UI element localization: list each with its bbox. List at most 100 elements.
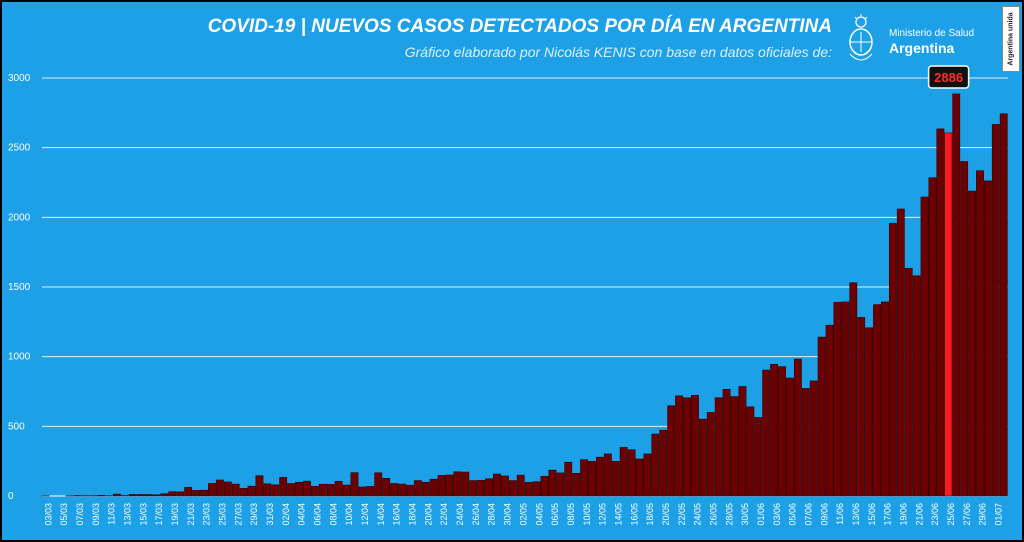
bar: [263, 483, 272, 497]
bar: [366, 486, 375, 497]
bar: [857, 317, 866, 497]
x-tick-label: 05/03: [59, 503, 69, 526]
bar: [231, 483, 240, 497]
x-tick-label: 16/05: [629, 503, 639, 526]
bar: [493, 473, 501, 497]
bar: [310, 486, 319, 497]
peak-label: 2886: [934, 70, 963, 85]
bar: [675, 395, 684, 497]
bar: [722, 389, 731, 497]
x-tick-label: 26/04: [471, 503, 481, 526]
x-tick-label: 28/04: [487, 503, 497, 526]
bar: [445, 474, 454, 497]
bar: [113, 493, 121, 497]
bar: [873, 304, 881, 497]
bar: [896, 208, 905, 497]
bar: [817, 336, 826, 497]
x-tick-label: 15/06: [867, 503, 877, 526]
x-tick-label: 26/05: [708, 503, 718, 526]
y-tick-label: 2000: [8, 212, 31, 223]
x-tick-label: 20/05: [661, 503, 671, 526]
bar: [485, 478, 493, 497]
x-axis-ticks: 03/03 05/03 07/03 09/03 11/03 13/03 15/03 17/03…: [43, 503, 1003, 526]
bar: [215, 479, 224, 497]
x-tick-label: 09/06: [819, 503, 829, 526]
x-tick-label: 11/06: [835, 503, 845, 525]
bar: [255, 475, 264, 497]
bar: [706, 412, 715, 497]
bar: [437, 475, 446, 497]
x-tick-label: 23/06: [930, 503, 940, 526]
x-tick-label: 01/06: [756, 503, 766, 526]
bar: [888, 222, 897, 497]
y-tick-label: 0: [8, 491, 14, 502]
bar: [667, 405, 676, 497]
bar: [342, 484, 351, 497]
bar: [413, 480, 422, 497]
x-tick-label: 22/05: [677, 503, 687, 526]
x-tick-label: 25/03: [218, 503, 228, 526]
x-tick-label: 24/04: [455, 503, 465, 526]
bar: [453, 471, 462, 497]
x-tick-label: 21/03: [186, 503, 196, 526]
peak-annotation: 2886: [927, 65, 970, 89]
bar: [208, 483, 216, 497]
bar: [295, 481, 303, 497]
x-tick-label: 19/03: [170, 503, 180, 526]
bar: [841, 301, 850, 497]
bar: [524, 482, 533, 497]
x-tick-label: 27/06: [962, 503, 972, 526]
bar: [382, 478, 391, 497]
bar: [770, 363, 779, 497]
bar: [239, 488, 248, 497]
bar: [786, 377, 794, 497]
bar: [635, 458, 644, 497]
x-tick-label: 06/05: [550, 503, 560, 526]
bar: [516, 474, 525, 497]
chart-title: COVID-19 | NUEVOS CASOS DETECTADOS POR D…: [207, 16, 832, 37]
bar: [461, 471, 470, 497]
x-tick-label: 06/04: [313, 503, 323, 526]
bar: [97, 495, 106, 497]
bar: [991, 124, 1000, 497]
x-tick-label: 27/03: [233, 503, 243, 526]
bar: [920, 196, 929, 497]
bar: [160, 493, 169, 497]
x-tick-label: 10/04: [344, 503, 354, 526]
bar: [421, 481, 430, 497]
bar: [358, 486, 367, 497]
bar: [564, 461, 573, 497]
x-tick-label: 24/05: [693, 503, 703, 526]
x-tick-label: 18/05: [645, 503, 655, 526]
x-tick-label: 07/03: [75, 503, 85, 526]
bar: [976, 170, 984, 497]
bar: [556, 472, 565, 497]
bar: [754, 417, 763, 497]
bar: [651, 433, 660, 497]
bar: [152, 494, 161, 497]
argentina-seal-icon: [849, 14, 873, 61]
x-tick-label: 30/05: [740, 503, 750, 526]
bar: [928, 177, 937, 497]
bar: [999, 113, 1008, 497]
bar: [793, 358, 802, 497]
bar: [912, 275, 921, 497]
bar: [643, 453, 652, 497]
bar: [849, 282, 858, 497]
x-tick-label: 07/06: [803, 503, 813, 526]
ministry-logo: Ministerio de Salud Argentina: [847, 14, 997, 66]
bar: [477, 480, 486, 497]
peak-label-box: [927, 65, 970, 89]
x-tick-label: 29/06: [978, 503, 988, 526]
bar: [611, 461, 620, 497]
x-tick-label: 04/04: [297, 503, 307, 526]
x-tick-label: 23/03: [202, 503, 212, 526]
bar: [881, 301, 889, 497]
y-tick-label: 1500: [8, 282, 31, 293]
x-tick-label: 30/04: [503, 503, 513, 526]
bar: [572, 473, 581, 497]
bar: [778, 366, 786, 497]
y-tick-label: 2500: [8, 143, 31, 154]
